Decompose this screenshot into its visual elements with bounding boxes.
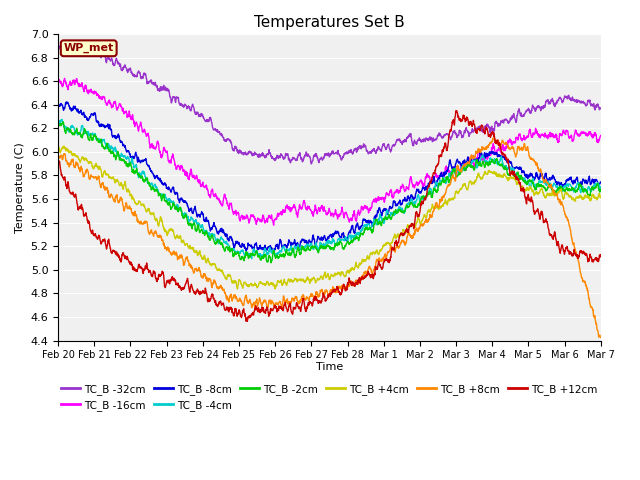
TC_B -16cm: [54, 79, 62, 85]
TC_B -2cm: [581, 186, 589, 192]
TC_B +12cm: [243, 318, 251, 324]
TC_B -8cm: [581, 180, 589, 185]
Line: TC_B -16cm: TC_B -16cm: [58, 78, 601, 225]
TC_B +4cm: [482, 171, 490, 177]
TC_B -32cm: [597, 106, 605, 111]
TC_B -32cm: [582, 102, 589, 108]
TC_B +8cm: [581, 280, 589, 286]
TC_B -4cm: [582, 188, 589, 193]
Text: WP_met: WP_met: [63, 43, 114, 53]
TC_B -2cm: [482, 159, 490, 165]
Line: TC_B -8cm: TC_B -8cm: [58, 102, 601, 252]
TC_B +8cm: [490, 135, 497, 141]
TC_B -32cm: [83, 47, 90, 52]
TC_B +12cm: [54, 160, 62, 166]
TC_B +12cm: [482, 126, 490, 132]
TC_B -2cm: [304, 244, 312, 250]
TC_B -8cm: [269, 249, 277, 255]
TC_B -8cm: [304, 240, 312, 246]
TC_B -32cm: [304, 152, 312, 157]
TC_B -32cm: [319, 157, 326, 163]
TC_B +12cm: [582, 252, 589, 258]
TC_B -2cm: [60, 119, 67, 125]
TC_B -32cm: [79, 38, 86, 44]
TC_B -2cm: [319, 243, 326, 249]
TC_B +8cm: [581, 278, 589, 284]
TC_B -4cm: [319, 243, 326, 249]
TC_B -16cm: [581, 130, 589, 136]
Line: TC_B -32cm: TC_B -32cm: [58, 41, 601, 164]
TC_B +8cm: [481, 145, 489, 151]
TC_B +12cm: [581, 252, 589, 257]
TC_B +4cm: [54, 143, 62, 148]
Line: TC_B +4cm: TC_B +4cm: [58, 145, 601, 289]
TC_B -2cm: [54, 123, 62, 129]
TC_B -16cm: [482, 154, 490, 159]
X-axis label: Time: Time: [316, 362, 343, 372]
TC_B -16cm: [597, 132, 605, 138]
TC_B +8cm: [318, 287, 326, 292]
TC_B -2cm: [597, 186, 605, 192]
Line: TC_B -2cm: TC_B -2cm: [58, 122, 601, 263]
TC_B +12cm: [82, 210, 90, 216]
Legend: TC_B -32cm, TC_B -16cm, TC_B -8cm, TC_B -4cm, TC_B -2cm, TC_B +4cm, TC_B +8cm, T: TC_B -32cm, TC_B -16cm, TC_B -8cm, TC_B …: [57, 380, 602, 415]
TC_B +4cm: [234, 286, 241, 292]
TC_B -8cm: [482, 154, 490, 159]
TC_B -32cm: [581, 102, 589, 108]
TC_B -4cm: [54, 119, 62, 124]
Title: Temperatures Set B: Temperatures Set B: [254, 15, 404, 30]
TC_B +8cm: [54, 151, 62, 157]
TC_B +12cm: [318, 296, 326, 301]
TC_B -4cm: [482, 158, 490, 164]
TC_B -16cm: [582, 132, 589, 138]
TC_B +8cm: [304, 295, 312, 301]
TC_B -2cm: [83, 130, 90, 135]
TC_B -2cm: [582, 187, 589, 193]
TC_B -4cm: [248, 256, 255, 262]
TC_B -16cm: [304, 205, 312, 211]
TC_B -8cm: [63, 99, 70, 105]
TC_B +12cm: [452, 108, 460, 114]
Line: TC_B +12cm: TC_B +12cm: [58, 111, 601, 321]
Line: TC_B -4cm: TC_B -4cm: [58, 120, 601, 259]
TC_B -2cm: [267, 260, 275, 265]
TC_B +8cm: [82, 168, 90, 173]
TC_B -8cm: [83, 114, 90, 120]
TC_B -4cm: [58, 117, 66, 122]
TC_B -8cm: [319, 236, 326, 242]
TC_B -4cm: [581, 187, 589, 192]
TC_B -4cm: [597, 184, 605, 190]
Y-axis label: Temperature (C): Temperature (C): [15, 142, 25, 233]
TC_B -8cm: [54, 102, 62, 108]
TC_B +12cm: [597, 252, 605, 258]
TC_B -32cm: [482, 124, 490, 130]
TC_B +4cm: [597, 195, 605, 201]
TC_B +4cm: [304, 275, 312, 281]
TC_B -8cm: [597, 180, 605, 185]
TC_B +4cm: [318, 275, 326, 280]
TC_B +4cm: [581, 194, 589, 200]
TC_B -16cm: [83, 83, 90, 89]
TC_B +4cm: [82, 157, 90, 163]
TC_B -4cm: [304, 242, 312, 248]
TC_B +8cm: [597, 335, 605, 340]
TC_B -16cm: [270, 222, 278, 228]
TC_B -4cm: [83, 130, 90, 135]
Line: TC_B +8cm: TC_B +8cm: [58, 138, 601, 337]
TC_B +12cm: [304, 301, 312, 307]
TC_B +4cm: [581, 192, 589, 198]
TC_B -32cm: [54, 48, 62, 54]
TC_B -16cm: [61, 75, 68, 81]
TC_B -16cm: [319, 205, 326, 211]
TC_B -8cm: [582, 179, 589, 185]
TC_B -32cm: [308, 161, 316, 167]
